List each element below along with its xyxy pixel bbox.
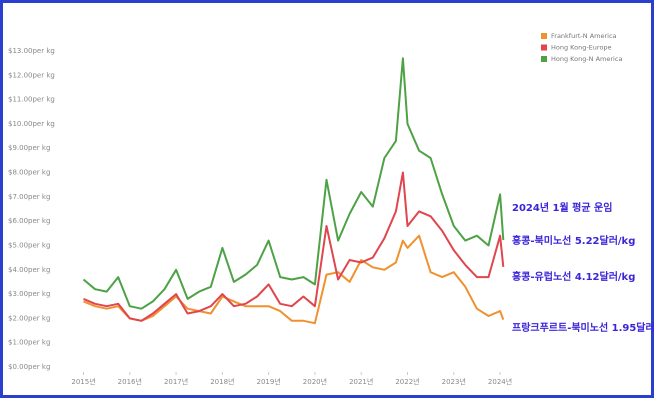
x-tick-label: 2019년 (257, 377, 281, 386)
y-tick-label: $5.00per kg (8, 241, 50, 249)
y-tick-label: $2.00per kg (8, 314, 50, 322)
x-tick-label: 2023년 (442, 377, 466, 386)
y-tick-label: $7.00per kg (8, 193, 50, 201)
x-tick-label: 2015년 (71, 377, 95, 386)
x-tick-label: 2021년 (349, 377, 373, 386)
annotation: 2024년 1월 평균 운임 (512, 201, 612, 214)
series-line (83, 171, 505, 322)
y-tick-label: $4.00per kg (8, 266, 50, 274)
y-tick-label: $11.00per kg (8, 96, 55, 104)
x-tick-label: 2016년 (118, 377, 142, 386)
series-line (82, 57, 505, 310)
y-tick-label: $1.00per kg (8, 339, 50, 347)
y-tick-label: $13.00per kg (8, 47, 55, 55)
legend-swatch (541, 56, 547, 62)
x-tick-label: 2024년 (488, 377, 512, 386)
x-tick-label: 2022년 (395, 377, 419, 386)
y-tick-label: $8.00per kg (8, 169, 50, 177)
y-tick-label: $12.00per kg (8, 71, 55, 79)
annotation: 홍콩-북미노선 5.22달러/kg (512, 234, 635, 247)
series-line (83, 234, 505, 325)
y-tick-label: $6.00per kg (8, 217, 50, 225)
y-tick-label: $3.00per kg (8, 290, 50, 298)
x-tick-label: 2018년 (210, 377, 234, 386)
legend-label: Hong Kong-Europe (551, 44, 612, 52)
y-tick-label: $9.00per kg (8, 144, 50, 152)
y-tick-label: $0.00per kg (8, 363, 50, 371)
annotation: 프랑크푸르트-북미노선 1.95달러/kg (512, 321, 654, 334)
legend-label: Frankfurt-N America (551, 32, 617, 40)
x-tick-label: 2017년 (164, 377, 188, 386)
y-tick-label: $10.00per kg (8, 120, 55, 128)
legend-swatch (541, 33, 547, 39)
legend-swatch (541, 44, 547, 51)
annotation: 홍콩-유럽노선 4.12달러/kg (512, 270, 635, 283)
legend-label: Hong Kong-N America (551, 55, 622, 63)
x-tick-label: 2020년 (303, 377, 327, 386)
